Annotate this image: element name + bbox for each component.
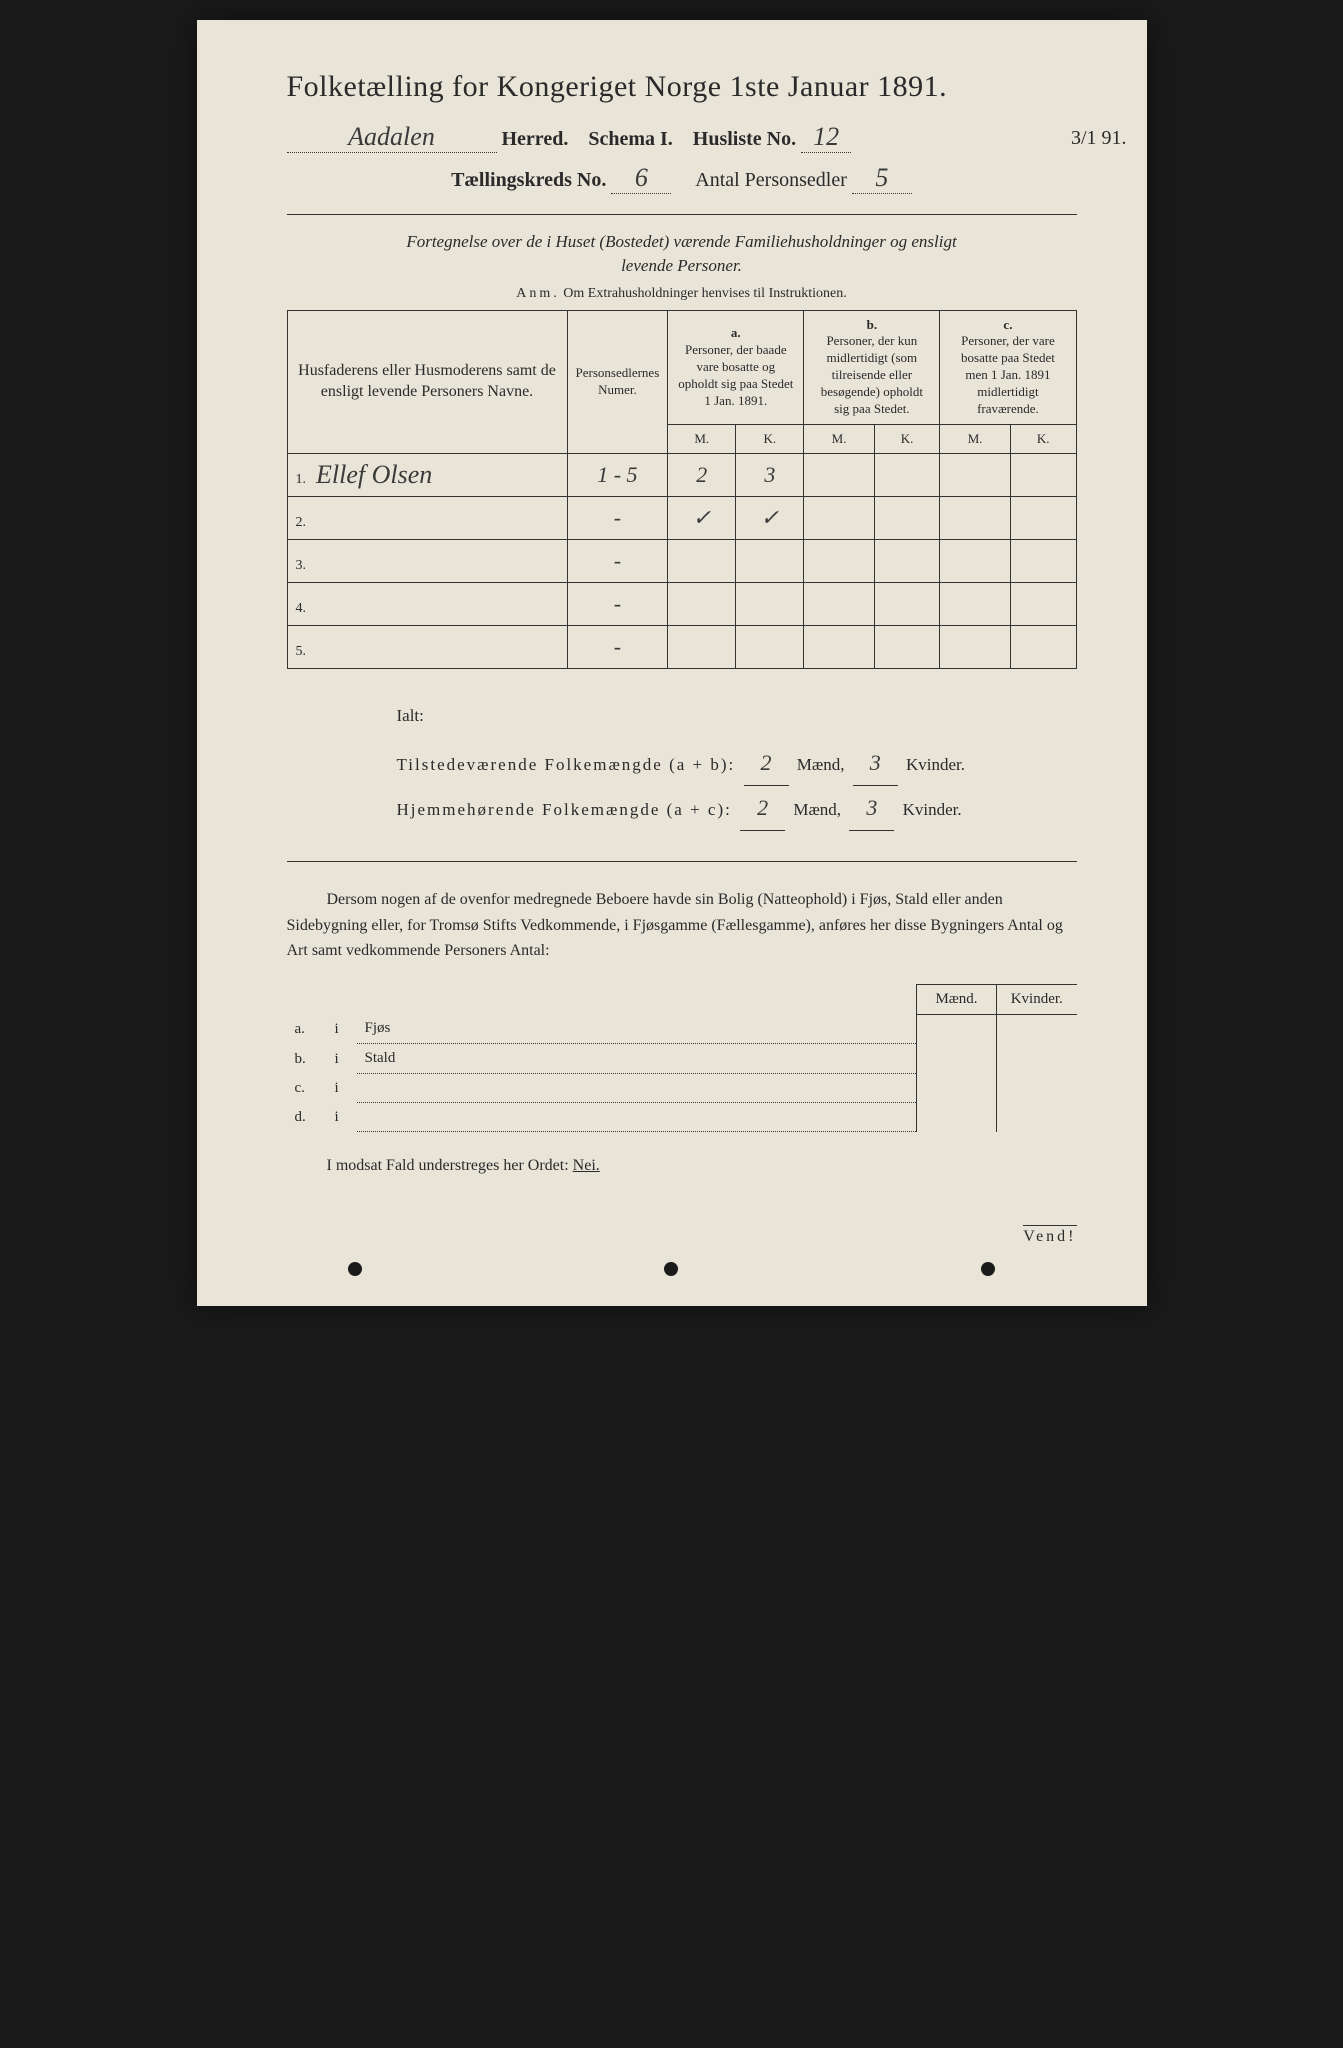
antal-label: Antal Personsedler (695, 169, 847, 191)
maend-label: Mænd, (797, 755, 845, 774)
divider-2 (287, 861, 1077, 862)
form-title: Folketælling for Kongeriget Norge 1ste J… (287, 70, 1077, 104)
side-kvinder: Kvinder. (997, 984, 1077, 1014)
intro-line2: levende Personer. (621, 256, 742, 275)
anm-note: Anm. Om Extrahusholdninger henvises til … (287, 286, 1077, 302)
table-row: 2.-✓✓ (287, 496, 1076, 539)
totals-block: Ialt: Tilstedeværende Folkemængde (a + b… (397, 699, 1077, 831)
table-row: 1.Ellef Olsen1 - 523 (287, 453, 1076, 496)
nei-line: I modsat Fald understreges her Ordet: Ne… (287, 1157, 1077, 1175)
margin-date: 3/1 91. (1071, 127, 1127, 150)
th-b-label: b. (867, 317, 877, 332)
th-b-m: M. (804, 424, 874, 453)
ab-maend: 2 (761, 750, 772, 775)
th-c-k: K. (1010, 424, 1076, 453)
th-b: b. Personer, der kun midlertidigt (som t… (804, 310, 940, 424)
building-row: a.iFjøs (287, 1014, 1077, 1044)
building-table: Mænd. Kvinder. a.iFjøsb.iStaldc.id.i (287, 984, 1077, 1133)
th-a-text: Personer, der baade vare bosatte og opho… (678, 342, 793, 408)
th-name: Husfaderens eller Husmoderens samt de en… (287, 310, 567, 453)
divider (287, 214, 1077, 215)
totals-line-1: Tilstedeværende Folkemængde (a + b): 2 M… (397, 741, 1077, 786)
schema-label: Schema I. (588, 128, 672, 150)
totals-line-2: Hjemmehørende Folkemængde (a + c): 2 Mæn… (397, 786, 1077, 831)
building-row: d.i (287, 1103, 1077, 1132)
nei-text: I modsat Fald understreges her Ordet: (327, 1157, 569, 1174)
building-paragraph: Dersom nogen af de ovenfor medregnede Be… (287, 887, 1077, 964)
th-a-k: K. (736, 424, 804, 453)
kreds-label: Tællingskreds No. (451, 169, 606, 191)
herred-label: Herred. (502, 128, 569, 150)
nei-word: Nei. (573, 1157, 600, 1174)
kvinder-label-2: Kvinder. (903, 800, 962, 819)
side-maend: Mænd. (917, 984, 997, 1014)
antal-value: 5 (875, 163, 888, 192)
intro-line1: Fortegnelse over de i Huset (Bostedet) v… (406, 232, 956, 251)
anm-label: Anm. (516, 286, 560, 301)
main-table: Husfaderens eller Husmoderens samt de en… (287, 310, 1077, 669)
th-c-text: Personer, der vare bosatte paa Stedet me… (961, 333, 1055, 416)
table-row: 4.- (287, 582, 1076, 625)
maend-label-2: Mænd, (793, 800, 841, 819)
anm-text: Om Extrahusholdninger henvises til Instr… (563, 286, 846, 301)
husliste-value: 12 (813, 122, 839, 151)
th-b-k: K. (874, 424, 940, 453)
table-row: 3.- (287, 539, 1076, 582)
th-b-text: Personer, der kun midlertidigt (som tilr… (821, 333, 923, 416)
th-a-m: M. (668, 424, 736, 453)
table-row: 5.- (287, 625, 1076, 668)
husliste-label: Husliste No. (693, 128, 796, 150)
vend-label: Vend! (1023, 1225, 1076, 1246)
header-line-1: Aadalen Herred. Schema I. Husliste No. 1… (287, 122, 1077, 153)
hjemme-label: Hjemmehørende Folkemængde (a + c): (397, 800, 732, 819)
ac-maend: 2 (757, 795, 768, 820)
kreds-value: 6 (635, 163, 648, 192)
punch-holes (197, 1262, 1147, 1276)
ac-kvinder: 3 (866, 795, 877, 820)
th-c-label: c. (1003, 317, 1012, 332)
ialt-label: Ialt: (397, 699, 1077, 733)
ab-kvinder: 3 (870, 750, 881, 775)
herred-value: Aadalen (348, 122, 435, 151)
kvinder-label: Kvinder. (906, 755, 965, 774)
header-line-2: Tællingskreds No. 6 Antal Personsedler 5 (287, 163, 1077, 194)
intro-text: Fortegnelse over de i Huset (Bostedet) v… (287, 230, 1077, 278)
building-row: b.iStald (287, 1044, 1077, 1074)
th-a-label: a. (731, 325, 741, 340)
th-a: a. Personer, der baade vare bosatte og o… (668, 310, 804, 424)
th-num: Personsedlernes Numer. (567, 310, 668, 453)
tilstede-label: Tilstedeværende Folkemængde (a + b): (397, 755, 736, 774)
th-c: c. Personer, der vare bosatte paa Stedet… (940, 310, 1076, 424)
census-form-page: Folketælling for Kongeriget Norge 1ste J… (197, 20, 1147, 1306)
th-c-m: M. (940, 424, 1010, 453)
building-row: c.i (287, 1074, 1077, 1103)
